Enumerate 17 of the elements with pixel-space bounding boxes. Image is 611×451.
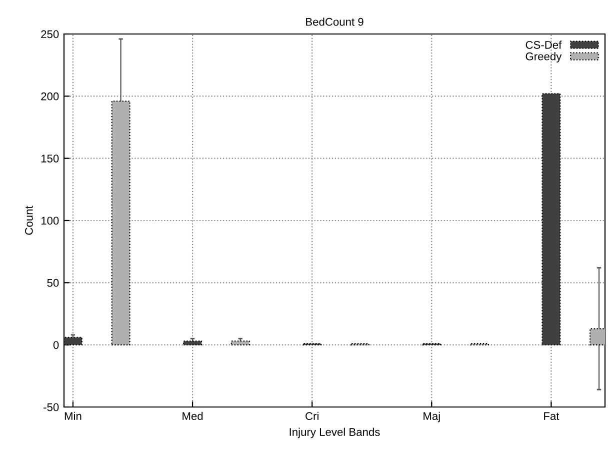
y-tick-label: 200 bbox=[41, 92, 59, 100]
y-tick-label: 100 bbox=[41, 216, 59, 225]
x-axis-title: Injury Level Bands bbox=[290, 428, 380, 438]
y-tick-label: 250 bbox=[41, 30, 59, 38]
x-tick-label: Med bbox=[182, 412, 203, 420]
x-tick-label: Min bbox=[64, 412, 82, 420]
y-tick-label: 150 bbox=[41, 154, 59, 162]
x-tick-label: Cri bbox=[306, 412, 318, 420]
legend-label: Greedy bbox=[526, 52, 562, 62]
y-tick-label: -50 bbox=[44, 403, 59, 412]
legend-label: CS-Def bbox=[526, 40, 562, 49]
y-axis-title: Count bbox=[24, 206, 33, 235]
chart-title: BedCount 9 bbox=[306, 18, 364, 26]
x-tick-label: Fat bbox=[544, 412, 560, 420]
y-tick-label: 50 bbox=[47, 278, 59, 287]
x-tick-label: Maj bbox=[424, 412, 440, 422]
y-tick-label: 0 bbox=[53, 341, 59, 349]
